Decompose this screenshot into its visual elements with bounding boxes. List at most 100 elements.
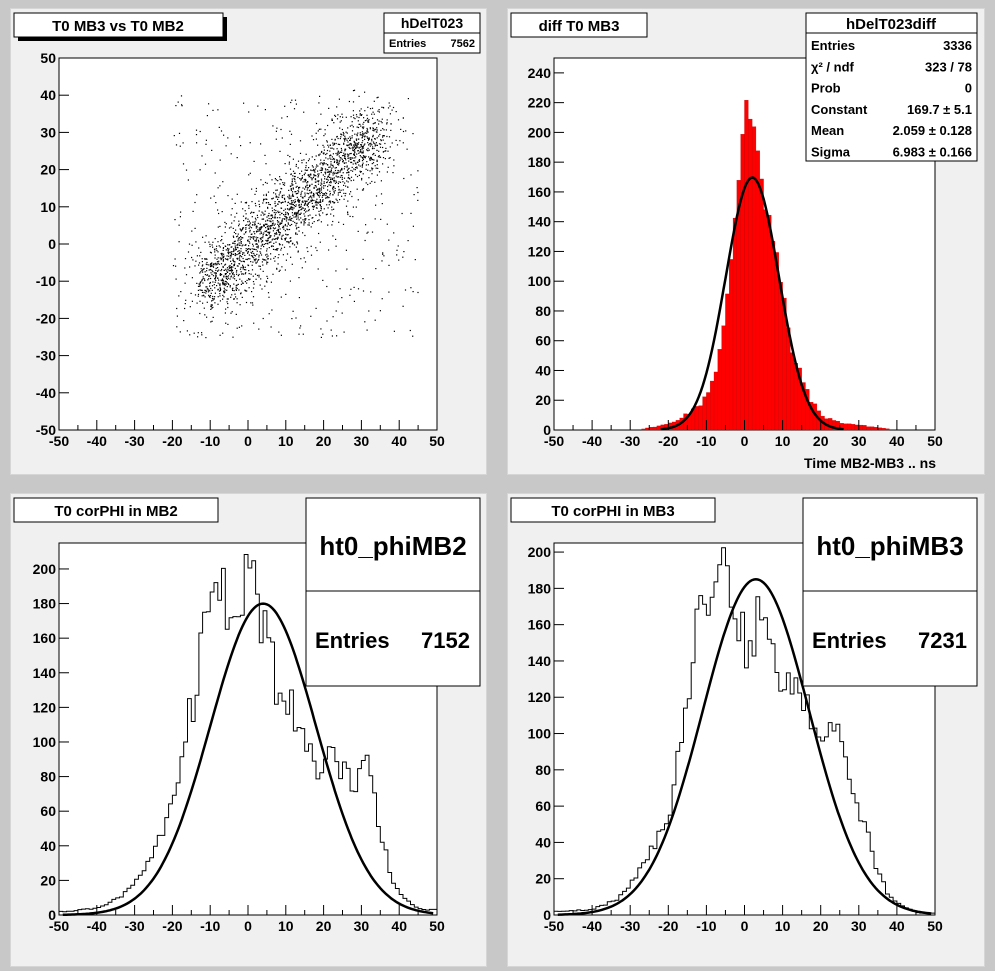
scatter-point xyxy=(254,259,256,261)
scatter-point xyxy=(299,173,301,175)
scatter-point xyxy=(330,158,332,160)
scatter-point xyxy=(272,216,274,218)
scatter-point xyxy=(271,179,273,181)
scatter-point xyxy=(284,215,286,217)
x-tick-label: -10 xyxy=(696,918,716,934)
y-tick-label: 120 xyxy=(528,689,552,705)
scatter-point xyxy=(298,188,300,190)
scatter-point xyxy=(348,167,350,169)
scatter-point xyxy=(271,210,274,212)
scatter-point xyxy=(206,301,208,303)
scatter-point xyxy=(402,130,405,133)
scatter-point xyxy=(351,124,353,126)
scatter-point xyxy=(262,202,264,204)
scatter-point xyxy=(246,290,248,292)
scatter-point xyxy=(330,213,332,215)
scatter-point xyxy=(279,232,281,234)
hist-bar xyxy=(854,424,859,431)
scatter-point xyxy=(354,144,356,146)
scatter-point xyxy=(202,269,204,271)
scatter-point xyxy=(210,304,212,306)
scatter-point xyxy=(287,208,289,210)
scatter-point xyxy=(303,209,305,211)
scatter-point xyxy=(298,206,300,209)
scatter-point xyxy=(291,202,293,204)
scatter-point xyxy=(199,130,201,133)
scatter-point xyxy=(327,196,329,198)
scatter-point xyxy=(281,137,283,139)
stats-label: Mean xyxy=(811,123,844,138)
scatter-point xyxy=(353,89,356,91)
scatter-point xyxy=(322,144,324,146)
scatter-point xyxy=(338,181,340,183)
scatter-point xyxy=(298,200,300,202)
scatter-point xyxy=(214,238,216,240)
scatter-point xyxy=(330,171,333,173)
scatter-point xyxy=(386,223,388,225)
scatter-point xyxy=(362,127,364,130)
scatter-point xyxy=(199,300,201,302)
scatter-point xyxy=(230,266,232,268)
y-tick-label: 60 xyxy=(40,803,56,819)
scatter-point xyxy=(295,163,297,166)
scatter-point xyxy=(264,230,266,232)
scatter-point xyxy=(273,224,275,226)
scatter-point xyxy=(300,192,302,194)
scatter-point xyxy=(222,247,225,249)
scatter-point xyxy=(281,220,283,222)
scatter-point xyxy=(297,212,299,214)
scatter-point xyxy=(269,225,271,227)
scatter-point xyxy=(252,250,254,253)
scatter-point xyxy=(332,172,334,174)
scatter-point xyxy=(337,194,339,196)
scatter-point xyxy=(402,142,404,144)
scatter-point xyxy=(237,265,239,267)
scatter-point xyxy=(253,252,255,255)
scatter-point xyxy=(189,266,191,268)
scatter-point xyxy=(227,244,229,246)
scatter-point xyxy=(344,150,346,152)
scatter-point xyxy=(286,217,288,219)
scatter-point xyxy=(302,232,304,234)
scatter-point xyxy=(274,213,276,215)
scatter-point xyxy=(275,212,277,214)
scatter-point xyxy=(267,228,269,230)
scatter-point xyxy=(364,157,366,159)
scatter-point xyxy=(210,264,212,266)
scatter-point xyxy=(347,157,349,159)
scatter-point xyxy=(371,180,373,183)
scatter-point xyxy=(357,132,359,134)
scatter-point xyxy=(270,281,272,283)
scatter-point xyxy=(303,220,305,222)
scatter-point xyxy=(295,223,297,225)
scatter-point xyxy=(366,130,368,132)
scatter-point xyxy=(322,194,324,197)
scatter-point xyxy=(339,199,341,201)
scatter-point xyxy=(191,256,193,259)
scatter-point xyxy=(372,162,375,164)
scatter-point xyxy=(382,151,384,153)
scatter-point xyxy=(395,139,397,141)
hist-bar xyxy=(767,214,772,431)
scatter-point xyxy=(276,268,278,270)
scatter-point xyxy=(319,204,321,206)
scatter-point xyxy=(265,227,267,229)
scatter-point xyxy=(288,189,290,191)
scatter-point xyxy=(234,293,236,295)
scatter-point xyxy=(236,236,238,238)
scatter-point xyxy=(371,167,373,169)
scatter-point xyxy=(223,291,225,293)
scatter-point xyxy=(307,187,309,189)
scatter-point xyxy=(206,264,208,266)
scatter-point xyxy=(214,276,217,278)
scatter-point xyxy=(322,152,324,154)
scatter-point xyxy=(273,217,275,219)
scatter-point xyxy=(266,263,268,265)
scatter-point xyxy=(265,254,267,256)
scatter-point xyxy=(321,167,323,169)
scatter-point xyxy=(289,237,291,239)
scatter-point xyxy=(245,228,247,230)
scatter-point xyxy=(316,198,318,200)
scatter-point xyxy=(359,113,361,115)
scatter-point xyxy=(244,210,246,212)
